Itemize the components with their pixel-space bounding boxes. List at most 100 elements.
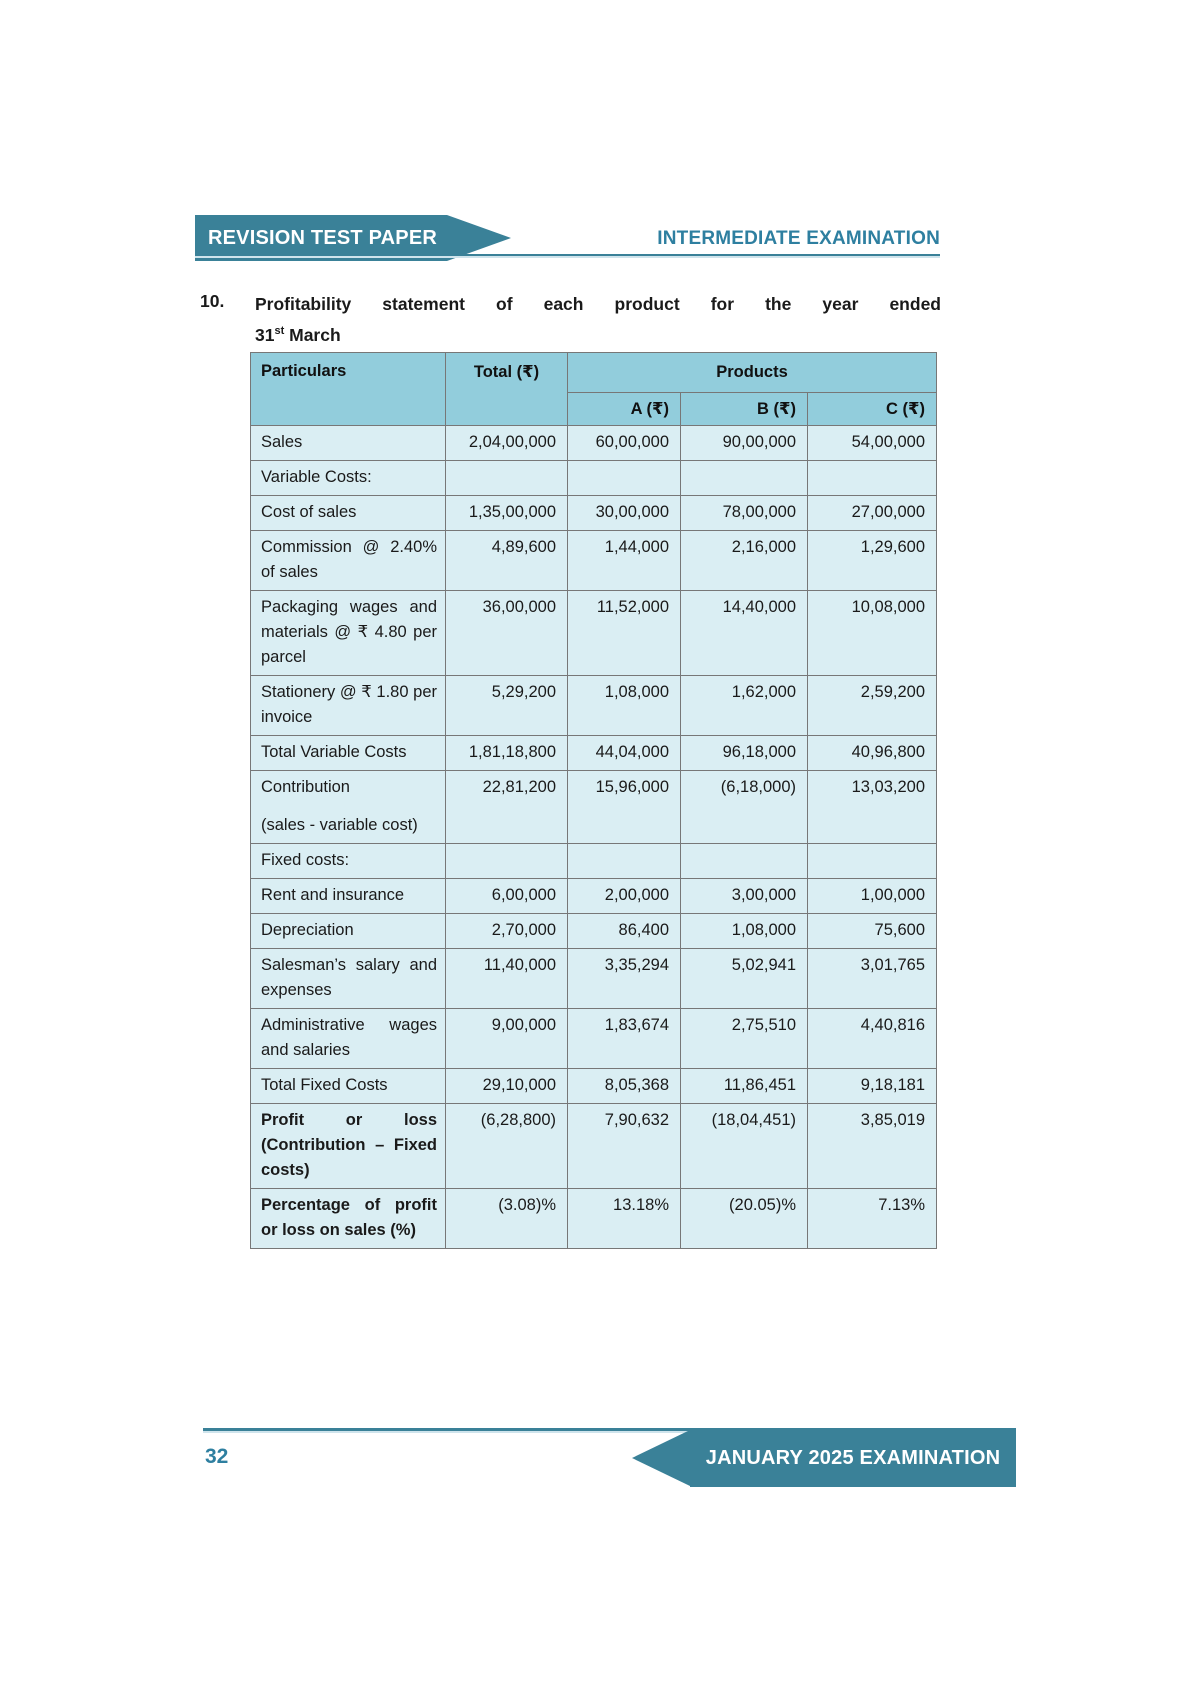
total-cell: 4,89,600 <box>445 530 568 591</box>
particulars-cell: Cost of sales <box>250 495 446 531</box>
col-header-products-group: Products <box>567 352 937 393</box>
particulars-text: Administrative wages and salaries <box>261 1016 437 1059</box>
table-header-row-2: A (₹) B (₹) C (₹) <box>251 392 937 426</box>
product-b-cell <box>680 460 808 496</box>
total-cell: 11,40,000 <box>445 948 568 1009</box>
particulars-text: Rent and insurance <box>261 886 405 904</box>
particulars-cell: Fixed costs: <box>250 843 446 879</box>
col-header-product-a: A (₹) <box>567 392 681 426</box>
product-c-cell: 2,59,200 <box>807 675 937 736</box>
left-arrow-icon <box>632 1430 690 1486</box>
product-b-cell: 11,86,451 <box>680 1068 808 1104</box>
particulars-text: Variable Costs: <box>261 468 372 486</box>
product-c-cell <box>807 460 937 496</box>
product-a-cell: 60,00,000 <box>567 425 681 461</box>
exam-title: INTERMEDIATE EXAMINATION <box>657 228 940 249</box>
table-row: Variable Costs: <box>250 460 937 496</box>
table-row: Contribution (sales - variable cost) 22,81… <box>250 770 937 844</box>
product-c-cell: 40,96,800 <box>807 735 937 771</box>
product-a-cell <box>567 460 681 496</box>
product-a-cell: 2,00,000 <box>567 878 681 914</box>
product-a-cell: 44,04,000 <box>567 735 681 771</box>
product-b-cell: 3,00,000 <box>680 878 808 914</box>
product-c-cell: 10,08,000 <box>807 590 937 676</box>
total-cell: 1,35,00,000 <box>445 495 568 531</box>
product-c-cell: 9,18,181 <box>807 1068 937 1104</box>
particulars-cell: Stationery @ ₹ 1.80 per invoice <box>250 675 446 736</box>
product-c-cell: 54,00,000 <box>807 425 937 461</box>
profitability-table-container: Particulars Total (₹) Products A (₹) B (… <box>250 352 937 1249</box>
particulars-text: Total Variable Costs <box>261 743 407 761</box>
product-b-cell: 14,40,000 <box>680 590 808 676</box>
product-b-cell: (6,18,000) <box>680 770 808 844</box>
total-cell <box>445 460 568 496</box>
question-title-month: March <box>284 324 341 345</box>
product-b-cell: 78,00,000 <box>680 495 808 531</box>
col-header-total: Total (₹) <box>445 352 568 426</box>
particulars-cell: Administrative wages and salaries <box>250 1008 446 1069</box>
particulars-text: Sales <box>261 433 303 451</box>
col-header-product-b: B (₹) <box>680 392 808 426</box>
product-a-cell: 7,90,632 <box>567 1103 681 1189</box>
product-c-cell: 75,600 <box>807 913 937 949</box>
page-number: 32 <box>205 1445 229 1468</box>
product-c-cell: 13,03,200 <box>807 770 937 844</box>
product-a-cell: 1,44,000 <box>567 530 681 591</box>
particulars-cell: Total Fixed Costs <box>250 1068 446 1104</box>
table-row: Cost of sales 1,35,00,000 30,00,000 78,00,0… <box>250 495 937 531</box>
product-b-cell: 96,18,000 <box>680 735 808 771</box>
product-b-cell: 90,00,000 <box>680 425 808 461</box>
particulars-cell: Commission @ 2.40% of sales <box>250 530 446 591</box>
product-c-cell: 1,00,000 <box>807 878 937 914</box>
product-a-cell: 1,08,000 <box>567 675 681 736</box>
footer-banner-label: JANUARY 2025 EXAMINATION <box>705 1447 1001 1469</box>
table-row: Fixed costs: <box>250 843 937 879</box>
total-cell: (3.08)% <box>445 1188 568 1249</box>
product-a-cell: 1,83,674 <box>567 1008 681 1069</box>
product-b-cell: 1,62,000 <box>680 675 808 736</box>
particulars-text: Commission @ 2.40% of sales <box>261 538 437 581</box>
table-body: Sales 2,04,00,000 60,00,000 90,00,000 54,00,… <box>250 425 937 1249</box>
footer-banner-rect: JANUARY 2025 EXAMINATION <box>690 1430 1016 1487</box>
product-a-cell: 8,05,368 <box>567 1068 681 1104</box>
product-c-cell: 4,40,816 <box>807 1008 937 1069</box>
particulars-text-secondary: (sales - variable cost) <box>261 816 418 834</box>
total-cell: 22,81,200 <box>445 770 568 844</box>
question-number: 10. <box>200 291 225 311</box>
particulars-cell: Rent and insurance <box>250 878 446 914</box>
question-title: Profitability statement of each product … <box>255 291 941 349</box>
product-c-cell: 3,85,019 <box>807 1103 937 1189</box>
table-row: Sales 2,04,00,000 60,00,000 90,00,000 54,00,… <box>250 425 937 461</box>
table-row: Total Variable Costs 1,81,18,800 44,04,000… <box>250 735 937 771</box>
total-cell: 36,00,000 <box>445 590 568 676</box>
particulars-text: Fixed costs: <box>261 851 350 869</box>
total-cell: 9,00,000 <box>445 1008 568 1069</box>
product-b-cell: (18,04,451) <box>680 1103 808 1189</box>
footer-divider <box>203 1428 1016 1433</box>
product-c-cell <box>807 843 937 879</box>
col-header-particulars: Particulars <box>250 352 446 426</box>
particulars-cell: Variable Costs: <box>250 460 446 496</box>
particulars-text: Cost of sales <box>261 503 357 521</box>
profitability-table: Particulars Total (₹) Products A (₹) B (… <box>250 352 937 1249</box>
right-arrow-icon <box>447 215 511 261</box>
table-row: Packaging wages and materials @ ₹ 4.80 p… <box>250 590 937 676</box>
header-banner: REVISION TEST PAPER <box>195 215 511 261</box>
header-banner-label: REVISION TEST PAPER <box>208 226 438 249</box>
footer-banner: JANUARY 2025 EXAMINATION <box>632 1430 1016 1487</box>
product-b-cell: (20.05)% <box>680 1188 808 1249</box>
particulars-cell: Packaging wages and materials @ ₹ 4.80 p… <box>250 590 446 676</box>
particulars-text: Total Fixed Costs <box>261 1076 388 1094</box>
product-b-cell: 2,75,510 <box>680 1008 808 1069</box>
total-cell: 5,29,200 <box>445 675 568 736</box>
question-title-date: 31 <box>255 324 275 345</box>
particulars-text: Contribution <box>261 778 350 796</box>
total-cell: 2,04,00,000 <box>445 425 568 461</box>
particulars-cell: Salesman’s salary and expenses <box>250 948 446 1009</box>
table-header-row-1: Particulars Total (₹) Products <box>250 352 937 426</box>
question-title-line2: 31st March <box>255 318 941 349</box>
total-cell: 6,00,000 <box>445 878 568 914</box>
question-title-line1: Profitability statement of each product … <box>255 294 941 314</box>
particulars-text: Salesman’s salary and expenses <box>261 956 437 999</box>
table-row: Stationery @ ₹ 1.80 per invoice 5,29,200 1… <box>250 675 937 736</box>
